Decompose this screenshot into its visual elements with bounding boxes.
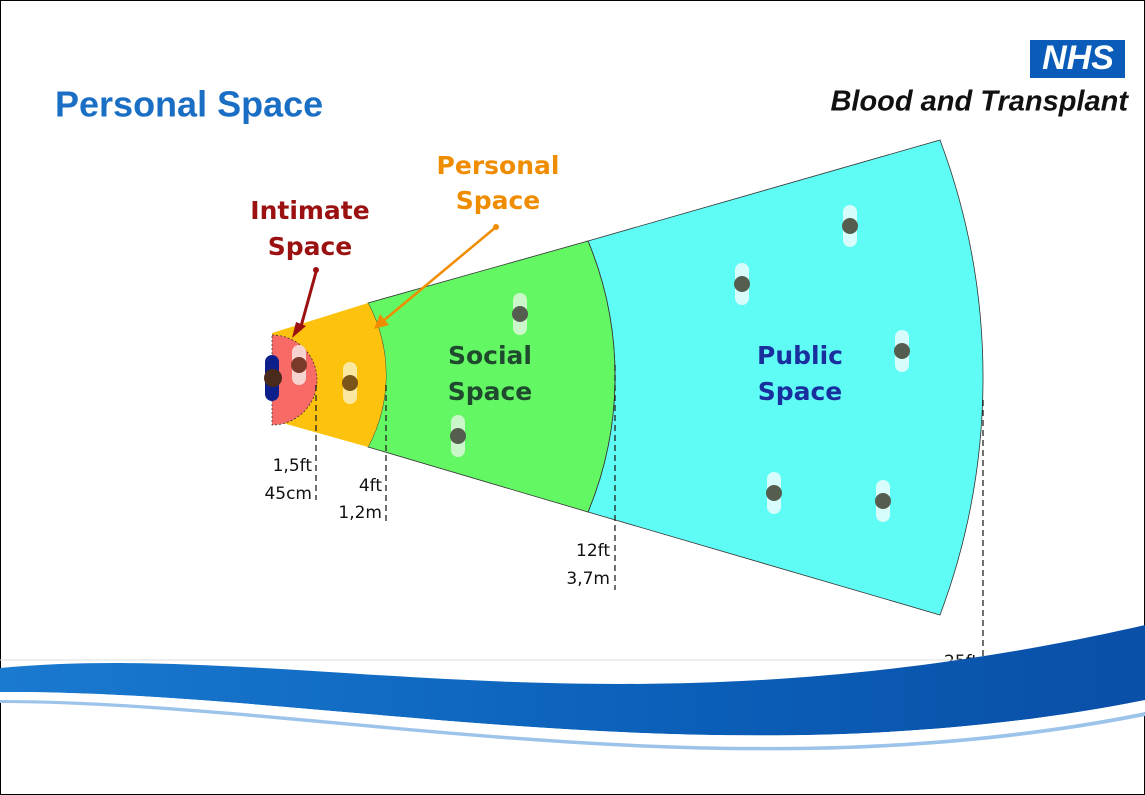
zone-label: Space: [456, 186, 541, 215]
distance-label: 1,5ft: [273, 456, 313, 476]
zone-label: Space: [268, 232, 353, 261]
personal-arrow-dot: [493, 224, 499, 230]
org-name: Blood and Transplant: [830, 86, 1129, 118]
nhs-mark: NHS: [1042, 39, 1114, 77]
slide: Personal Space NHS Blood and Transplant …: [0, 0, 1145, 795]
distance-label: 4ft: [359, 476, 383, 496]
zone-label: Space: [448, 377, 533, 406]
zone-label: Personal: [437, 151, 560, 180]
distance-label: 1,2m: [338, 503, 382, 523]
zone-label: Social: [448, 341, 532, 370]
distance-label: 45cm: [264, 484, 312, 504]
zone-label: Intimate: [250, 196, 369, 225]
zone-label: Public: [757, 341, 843, 370]
slide-title: Personal Space: [55, 84, 323, 125]
distance-label: 3,7m: [566, 569, 610, 589]
intimate-arrow-dot: [313, 267, 319, 273]
zone-label: Space: [758, 377, 843, 406]
distance-label: 12ft: [576, 541, 610, 561]
